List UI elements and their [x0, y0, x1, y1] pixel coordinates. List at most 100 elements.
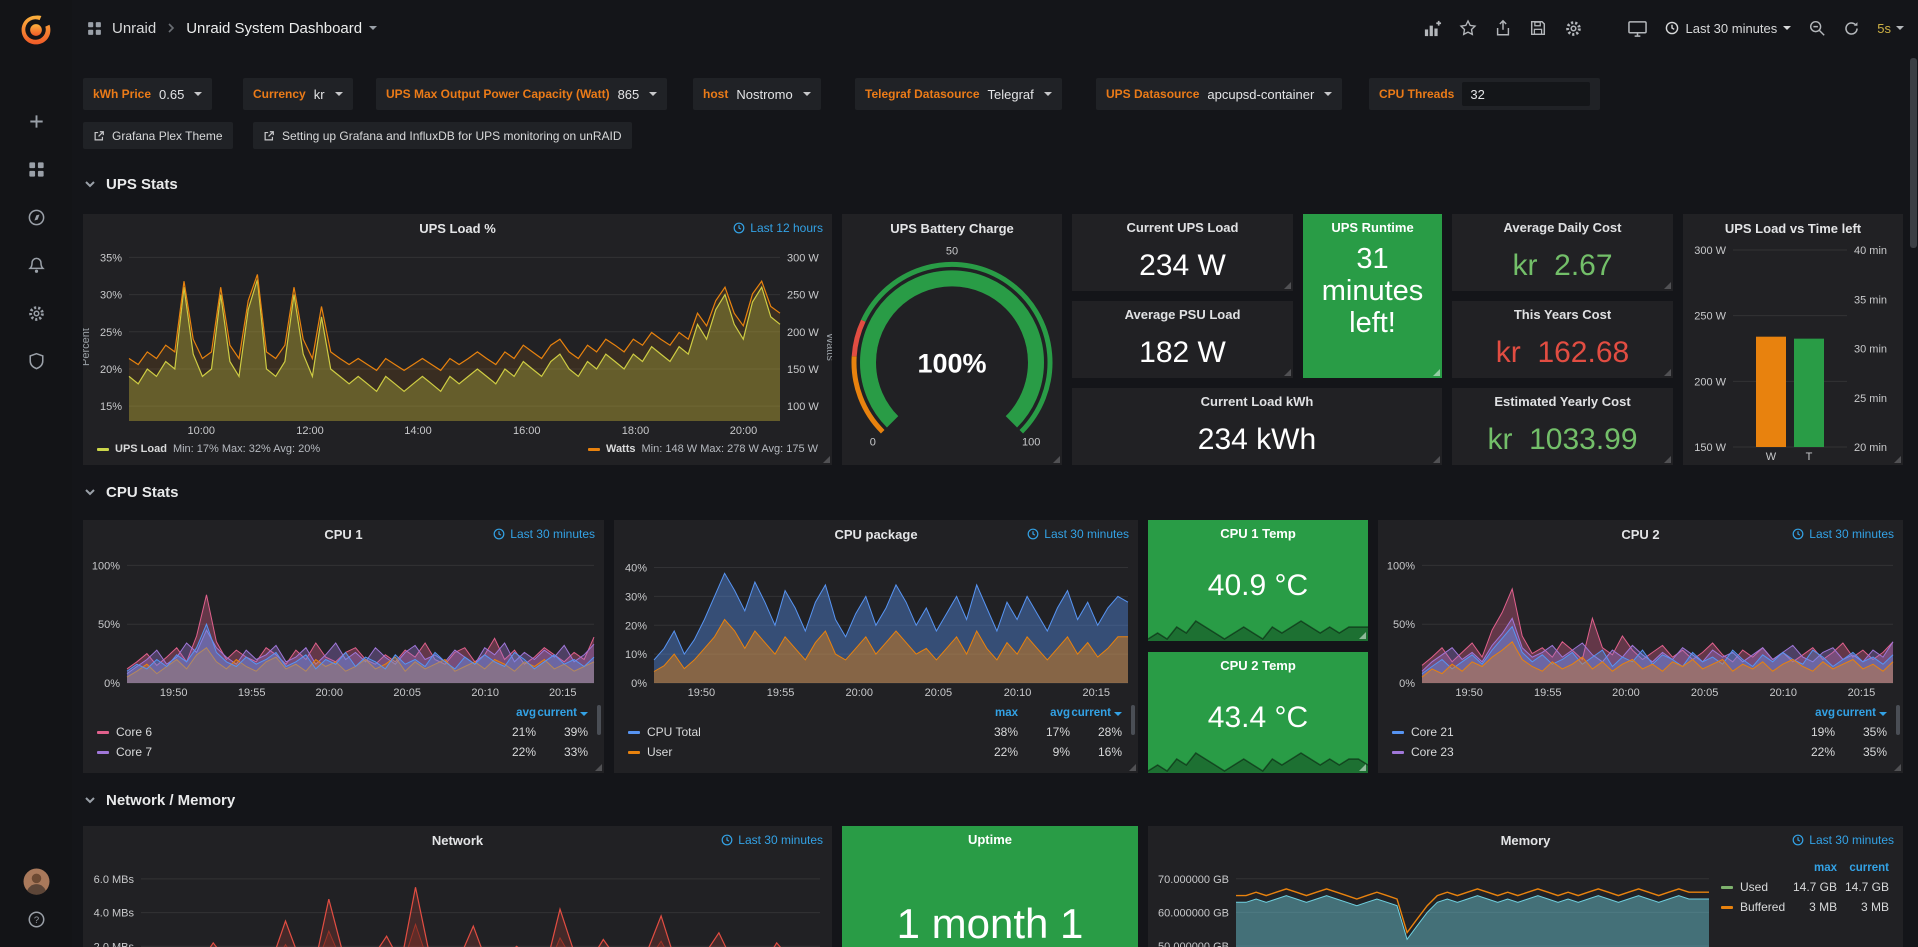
- legend-row[interactable]: CPU Total 38% 17% 28%: [628, 722, 1122, 742]
- panel-network: Network Last 30 minutes 6.0 MBs 4.0 MBs 2.…: [83, 826, 832, 947]
- legend-col-current[interactable]: current: [1835, 707, 1887, 719]
- panel-current-ups-load: Current UPS Load 234 W: [1072, 214, 1293, 291]
- legend-row[interactable]: Core 21 19% 35%: [1392, 722, 1887, 742]
- configuration-icon[interactable]: [27, 304, 46, 323]
- avatar[interactable]: [23, 868, 50, 895]
- add-panel-icon[interactable]: [1423, 19, 1442, 38]
- panel-time-override[interactable]: Last 30 minutes: [1792, 826, 1894, 854]
- legend-col-avg[interactable]: avg: [1050, 706, 1070, 719]
- legend-col-max[interactable]: max: [1813, 861, 1837, 874]
- help-icon[interactable]: ?: [27, 910, 46, 929]
- legend-row[interactable]: Core 23 22% 35%: [1392, 742, 1887, 762]
- variable-currency[interactable]: Currency kr: [243, 78, 353, 110]
- series-swatch: [1721, 885, 1733, 889]
- panel-title[interactable]: UPS Load %: [419, 220, 496, 236]
- panel-time-override[interactable]: Last 30 minutes: [1027, 520, 1129, 548]
- panel-title[interactable]: UPS Load vs Time left: [1724, 220, 1862, 236]
- cpu1-chart[interactable]: 100% 50% 0% 19:50 19:55 20:00 20:05 20:10 20:15: [83, 548, 604, 701]
- panel-title[interactable]: CPU 1 Temp: [1220, 525, 1296, 541]
- panel-title[interactable]: UPS Runtime: [1331, 219, 1414, 235]
- memory-chart[interactable]: 70.000000 GB 60.000000 GB 50.000000 GB: [1148, 854, 1717, 947]
- legend-col-current[interactable]: current: [1849, 861, 1889, 874]
- refresh-icon[interactable]: [1843, 20, 1860, 37]
- section-network-memory[interactable]: Network / Memory: [83, 788, 235, 812]
- panel-title[interactable]: CPU 2 Temp: [1220, 657, 1296, 673]
- variable-ups-datasource[interactable]: UPS Datasource apcupsd-container: [1096, 78, 1343, 110]
- section-ups-stats[interactable]: UPS Stats: [83, 172, 178, 196]
- variable-ups-max-output[interactable]: UPS Max Output Power Capacity (Watt) 865: [376, 78, 668, 110]
- section-cpu-stats[interactable]: CPU Stats: [83, 480, 179, 504]
- network-chart[interactable]: 6.0 MBs 4.0 MBs 2.0 MBs: [83, 854, 832, 947]
- grafana-logo[interactable]: [0, 12, 72, 48]
- panel-title[interactable]: Memory: [1500, 832, 1551, 848]
- variable-kwh-price[interactable]: kWh Price 0.65: [83, 78, 213, 110]
- tv-mode-icon[interactable]: [1627, 19, 1648, 38]
- panel-title[interactable]: Estimated Yearly Cost: [1494, 393, 1631, 409]
- cpu-package-chart[interactable]: 40% 30% 20% 10% 0% 19:50 19:55 20:00 20:05 20:10 2…: [614, 548, 1138, 701]
- svg-text:20:05: 20:05: [393, 687, 421, 699]
- panel-title[interactable]: Average PSU Load: [1124, 306, 1241, 322]
- stat-value: kr 162.68: [1495, 335, 1630, 369]
- panel-title[interactable]: UPS Battery Charge: [890, 220, 1014, 236]
- legend-scrollbar[interactable]: [1896, 705, 1900, 735]
- svg-text:100 W: 100 W: [787, 401, 819, 413]
- create-icon[interactable]: [27, 112, 46, 131]
- page-scrollbar[interactable]: [1910, 58, 1917, 248]
- panel-time-override[interactable]: Last 12 hours: [733, 214, 823, 242]
- legend-row[interactable]: Buffered 3 MB 3 MB: [1721, 897, 1889, 917]
- panel-time-override[interactable]: Last 30 minutes: [721, 826, 823, 854]
- dashboards-icon[interactable]: [27, 160, 46, 179]
- share-icon[interactable]: [1494, 19, 1512, 37]
- time-range-picker[interactable]: Last 30 minutes: [1665, 21, 1792, 36]
- alerting-icon[interactable]: [27, 256, 46, 275]
- dashboard-title[interactable]: Unraid System Dashboard: [186, 20, 378, 37]
- panel-title[interactable]: Average Daily Cost: [1503, 219, 1622, 235]
- panel-title[interactable]: This Years Cost: [1513, 306, 1612, 322]
- legend-scrollbar[interactable]: [597, 705, 601, 735]
- panel-ups-runtime: UPS Runtime 31 minutes left!: [1303, 214, 1442, 378]
- battery-gauge[interactable]: 0 50 100 100%: [842, 242, 1062, 465]
- legend-row[interactable]: Core 7 22% 33%: [97, 742, 588, 762]
- link-grafana-plex-theme[interactable]: Grafana Plex Theme: [83, 122, 233, 149]
- svg-text:10:00: 10:00: [187, 425, 215, 437]
- panel-title[interactable]: CPU 2: [1621, 526, 1660, 542]
- legend-col-current[interactable]: current: [536, 707, 588, 719]
- legend-row[interactable]: User 22% 9% 16%: [628, 742, 1122, 762]
- cpu2-chart[interactable]: 100% 50% 0% 19:50 19:55 20:00 20:05 20:10 20:15: [1378, 548, 1903, 701]
- variable-cpu-threads[interactable]: CPU Threads 32: [1369, 78, 1601, 110]
- panel-title[interactable]: CPU 1: [324, 526, 363, 542]
- panel-title[interactable]: CPU package: [834, 526, 918, 542]
- variable-value: Telegraf: [987, 86, 1034, 102]
- legend-row[interactable]: Core 6 21% 39%: [97, 722, 588, 742]
- variable-label: UPS Max Output Power Capacity (Watt): [386, 87, 610, 101]
- legend-row[interactable]: Used 14.7 GB 14.7 GB: [1721, 877, 1889, 897]
- variable-telegraf-datasource[interactable]: Telegraf Datasource Telegraf: [855, 78, 1062, 110]
- ups-load-chart[interactable]: Percent Watts 35% 30% 25% 20% 15% 300 W 250 W 2…: [83, 242, 832, 439]
- panel-title[interactable]: Uptime: [967, 831, 1013, 847]
- panel-time-override[interactable]: Last 30 minutes: [1792, 520, 1894, 548]
- zoom-out-icon[interactable]: [1808, 19, 1826, 37]
- link-ups-monitoring-guide[interactable]: Setting up Grafana and InfluxDB for UPS …: [253, 122, 632, 149]
- panel-time-override[interactable]: Last 30 minutes: [493, 520, 595, 548]
- panel-title[interactable]: Current UPS Load: [1126, 219, 1239, 235]
- legend-item[interactable]: Watts Min: 148 W Max: 278 W Avg: 175 W: [587, 443, 818, 455]
- server-admin-icon[interactable]: [27, 352, 46, 371]
- ups-bars-chart[interactable]: 300 W 250 W 200 W 150 W 40 min 35 min 30 min 25…: [1683, 242, 1903, 465]
- cpu-threads-input[interactable]: 32: [1462, 82, 1591, 106]
- refresh-interval-picker[interactable]: 5s: [1877, 21, 1904, 36]
- panel-title[interactable]: Current Load kWh: [1200, 393, 1314, 409]
- save-icon[interactable]: [1529, 19, 1547, 37]
- settings-icon[interactable]: [1564, 19, 1583, 38]
- legend-col-avg[interactable]: avg: [516, 706, 536, 719]
- panel-title[interactable]: Network: [431, 832, 484, 848]
- explore-icon[interactable]: [27, 208, 46, 227]
- star-icon[interactable]: [1459, 19, 1477, 37]
- legend-col-max[interactable]: max: [994, 706, 1018, 719]
- legend-col-current[interactable]: current: [1070, 707, 1122, 719]
- legend-col-avg[interactable]: avg: [1815, 706, 1835, 719]
- series-swatch: [97, 750, 109, 754]
- breadcrumb-app[interactable]: Unraid: [112, 19, 157, 37]
- variable-host[interactable]: host Nostromo: [693, 78, 821, 110]
- legend-item[interactable]: UPS Load Min: 17% Max: 32% Avg: 20%: [97, 443, 320, 455]
- legend-scrollbar[interactable]: [1131, 705, 1135, 735]
